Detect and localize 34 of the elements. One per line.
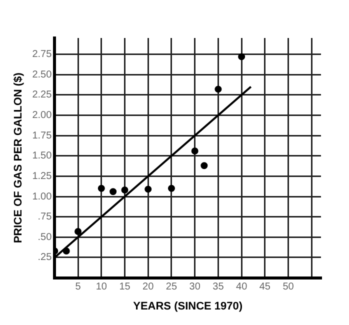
point [110, 188, 117, 196]
x-tick-label: 15 [119, 282, 131, 293]
point [74, 228, 82, 235]
y-tick-label: 1.00 [32, 191, 52, 202]
y-tick-label: .75 [38, 212, 52, 223]
point [238, 53, 246, 60]
y-tick-label: .50 [38, 232, 52, 243]
y-tick-label: 1.50 [32, 150, 52, 162]
x-tick-label: 25 [166, 282, 178, 293]
y-tick-label: 2.50 [32, 69, 52, 80]
y-tick-label: 2.25 [32, 90, 52, 101]
point [98, 184, 105, 192]
point [200, 162, 208, 170]
point [62, 247, 70, 254]
point [144, 186, 152, 193]
point [168, 184, 175, 192]
x-tick-label: 50 [282, 282, 294, 293]
x-tick-label: 30 [189, 282, 201, 293]
y-tick-label: 1.75 [32, 130, 52, 142]
x-tick-label: 5 [75, 282, 82, 293]
x-tick-label: 10 [96, 282, 108, 293]
y-axis-title: PRICE OF GAS PER GALLON ($) [12, 72, 25, 244]
y-tick-label: .25 [38, 252, 52, 264]
x-axis-title: YEARS (SINCE 1970) [133, 300, 243, 312]
y-tick-label: 1.25 [32, 170, 52, 182]
x-tick-label: 35 [212, 282, 224, 293]
point [191, 147, 198, 154]
x-tick-label: 40 [236, 282, 248, 293]
point [214, 86, 222, 93]
y-tick-label: 2.75 [32, 49, 52, 60]
point [121, 186, 128, 194]
x-tick-label: 45 [259, 282, 271, 293]
y-tick-label: 2.00 [32, 110, 52, 121]
x-tick-label: 20 [142, 282, 154, 293]
